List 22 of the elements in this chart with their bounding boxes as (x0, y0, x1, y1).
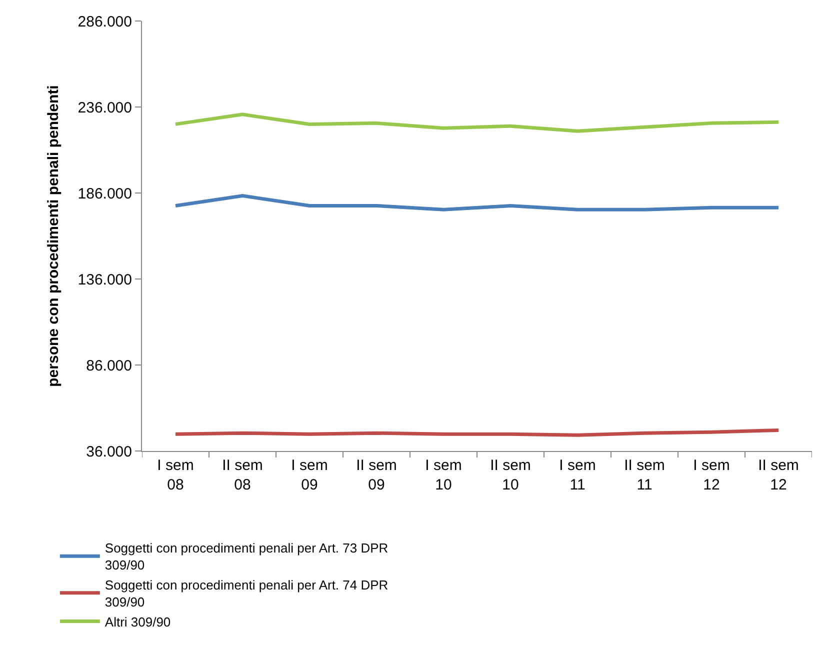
legend-label: Altri 309/90 (104, 614, 171, 630)
x-tick-label: II sem 09 (356, 457, 397, 494)
x-tick-label: I sem 08 (157, 457, 194, 494)
x-tick-label: I sem 10 (425, 457, 462, 494)
x-tick-label: I sem 12 (693, 457, 730, 494)
y-tick-label: 236.000 (78, 99, 132, 116)
legend-label: Soggetti con procedimenti penali per Art. 74 DPR 309/90 (104, 578, 388, 610)
x-tick-label: II sem 12 (758, 457, 799, 494)
x-tick-label: II sem 08 (222, 457, 263, 494)
y-tick-label: 186.000 (78, 185, 132, 202)
y-axis-title: persone con procedimenti penali pendenti (45, 85, 62, 387)
line-series (174, 112, 780, 133)
x-tick-label: II sem 10 (490, 457, 531, 494)
y-tick-label: 136.000 (78, 271, 132, 288)
x-tick-label: II sem 11 (624, 457, 665, 494)
y-tick-label: 36.000 (86, 443, 132, 460)
legend-label: Soggetti con procedimenti penali per Art. 73 DPR 309/90 (104, 540, 388, 573)
x-tick-label: I sem 09 (291, 457, 328, 494)
y-tick-label: 286.000 (78, 13, 132, 30)
y-tick-label: 86.000 (86, 357, 132, 374)
line-series (174, 194, 780, 212)
x-tick-label: I sem 11 (559, 457, 596, 494)
